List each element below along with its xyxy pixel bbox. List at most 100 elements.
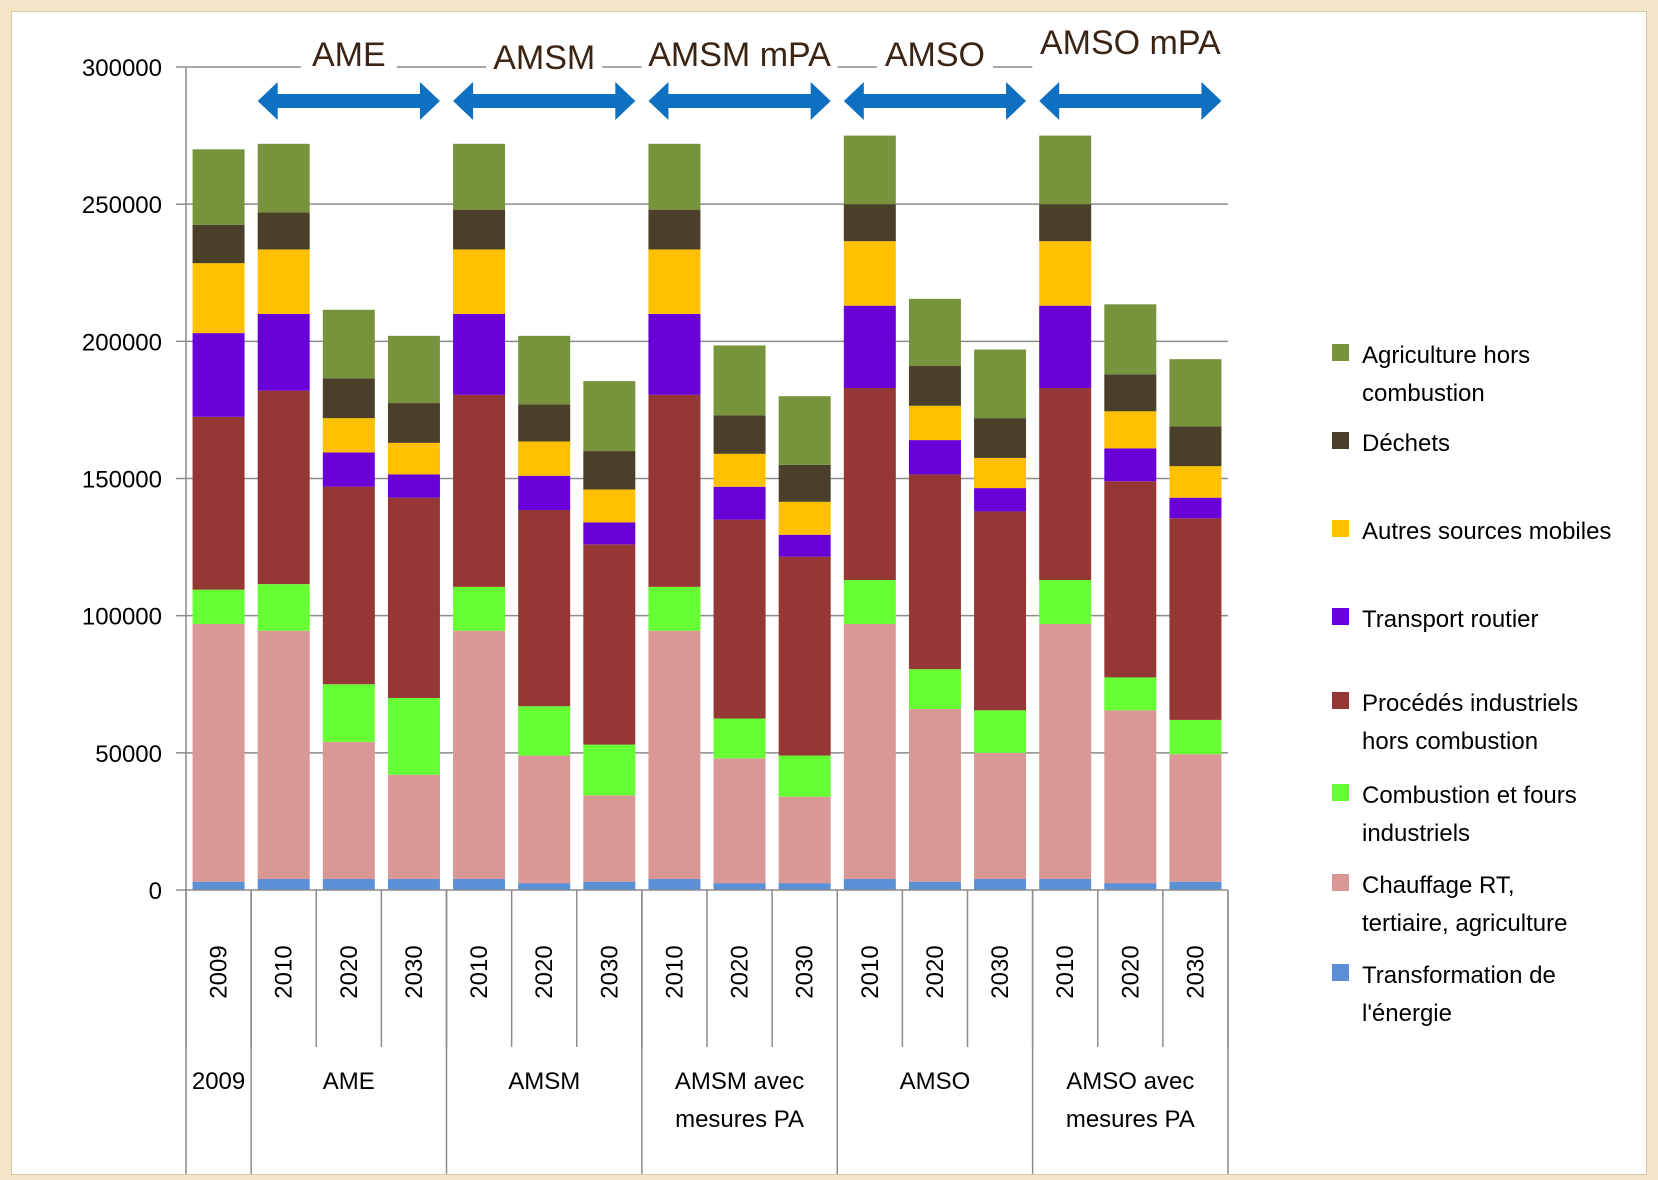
scenario-label-box (1032, 12, 1229, 68)
bar-segment (713, 453, 766, 487)
x-tick-label: 2030 (596, 945, 623, 998)
bar-segment (1039, 623, 1092, 880)
scenario-label: AMSO (885, 36, 985, 74)
bar-segment (192, 881, 245, 890)
bar-segment (583, 451, 636, 490)
scenario-label-box (876, 22, 993, 80)
bar-segment (843, 241, 896, 306)
bar-segment (387, 497, 440, 698)
bar-segment (713, 486, 766, 520)
bar-segment (453, 313, 506, 395)
bar-segment (453, 586, 506, 631)
bar-segment (322, 309, 375, 379)
bar-segment (974, 349, 1027, 419)
bar-segment (843, 135, 896, 205)
bar-segment (778, 501, 831, 535)
bar-segment (974, 879, 1027, 890)
x-tick-label: 2020 (727, 945, 754, 998)
double-arrow-icon (843, 82, 1027, 120)
bar-segment (453, 394, 506, 587)
legend-label: Autres sources mobiles (1362, 518, 1611, 545)
group-label: AMSO avec (1066, 1068, 1194, 1095)
bar-segment (583, 381, 636, 452)
bar-segment (908, 708, 961, 882)
bar-segment (1169, 518, 1222, 720)
x-tick-label: 2020 (531, 945, 558, 998)
x-tick-label: 2009 (206, 945, 233, 998)
x-tick-label: 2010 (1052, 945, 1079, 998)
bar-segment (192, 149, 245, 225)
bar-segment (1039, 305, 1092, 388)
bar-segment (257, 630, 310, 880)
bar-segment (453, 630, 506, 880)
bar-segment (1169, 881, 1222, 890)
bar-segment (648, 630, 701, 880)
bar-segment (908, 881, 961, 890)
group-label: AMSO (900, 1068, 971, 1095)
bar-segment (322, 684, 375, 742)
bar-segment (1169, 754, 1222, 882)
x-tick-label: 2020 (336, 945, 363, 998)
bar-segment (843, 387, 896, 581)
bar-segment (453, 209, 506, 250)
bar-segment (713, 718, 766, 759)
bar-segment (257, 143, 310, 213)
bar-segment (974, 488, 1027, 512)
bar-segment (322, 741, 375, 880)
bar-segment (322, 418, 375, 453)
bar-segment (1169, 426, 1222, 467)
x-tick-label: 2030 (987, 945, 1014, 998)
y-tick-label: 300000 (82, 55, 162, 82)
legend-swatch (1332, 432, 1349, 449)
bar-segment (257, 212, 310, 250)
double-arrow-icon (648, 82, 831, 120)
bar-segment (192, 416, 245, 590)
bar-segment (1104, 481, 1157, 678)
axes: 0 50000 100000 150000 200000 250000 300000 2009… (82, 55, 1229, 1174)
bar-segment (974, 457, 1027, 489)
group-label: AMSM avec (675, 1068, 804, 1095)
legend-label: industriels (1362, 820, 1470, 847)
scenario-label: AMSO mPA (1040, 24, 1221, 62)
bar-segment (387, 697, 440, 775)
bar-segment (908, 474, 961, 670)
legend-swatch (1332, 874, 1349, 891)
bar-segment (387, 879, 440, 890)
bar-segment (322, 486, 375, 685)
bar-segment (713, 415, 766, 454)
bar-segment (322, 378, 375, 419)
bar-segment (453, 879, 506, 890)
x-tick-label: 2030 (1182, 945, 1209, 998)
scenario-label: AMSM mPA (648, 36, 831, 74)
bar-segment (908, 405, 961, 441)
bar-segment (583, 744, 636, 796)
x-tick-label: 2010 (857, 945, 884, 998)
bar-segment (1039, 135, 1092, 205)
bar-segment (648, 879, 701, 890)
bar-segment (387, 403, 440, 443)
legend-label: Combustion et fours (1362, 782, 1577, 809)
legend-label: Transport routier (1362, 606, 1539, 633)
bar-segment (583, 795, 636, 882)
bar-segment (778, 755, 831, 797)
bar-segment (192, 589, 245, 624)
bar-segment (648, 143, 701, 210)
bar-segment (648, 586, 701, 631)
legend-label: tertiaire, agriculture (1362, 910, 1567, 937)
bar-segment (974, 511, 1027, 711)
bar-segment (322, 452, 375, 487)
bar-segment (518, 755, 571, 884)
bar-segment (257, 249, 310, 314)
bar-segment (192, 333, 245, 417)
bar-segment (192, 623, 245, 882)
bar-segment (974, 710, 1027, 753)
bar-segment (648, 209, 701, 250)
x-tick-label: 2010 (661, 945, 688, 998)
x-tick-label: 2020 (922, 945, 949, 998)
bar-segment (583, 544, 636, 745)
legend-swatch (1332, 784, 1349, 801)
bar-segment (1169, 719, 1222, 755)
bar-segment (648, 249, 701, 314)
bar-segment (1039, 387, 1092, 581)
legend-swatch (1332, 964, 1349, 981)
